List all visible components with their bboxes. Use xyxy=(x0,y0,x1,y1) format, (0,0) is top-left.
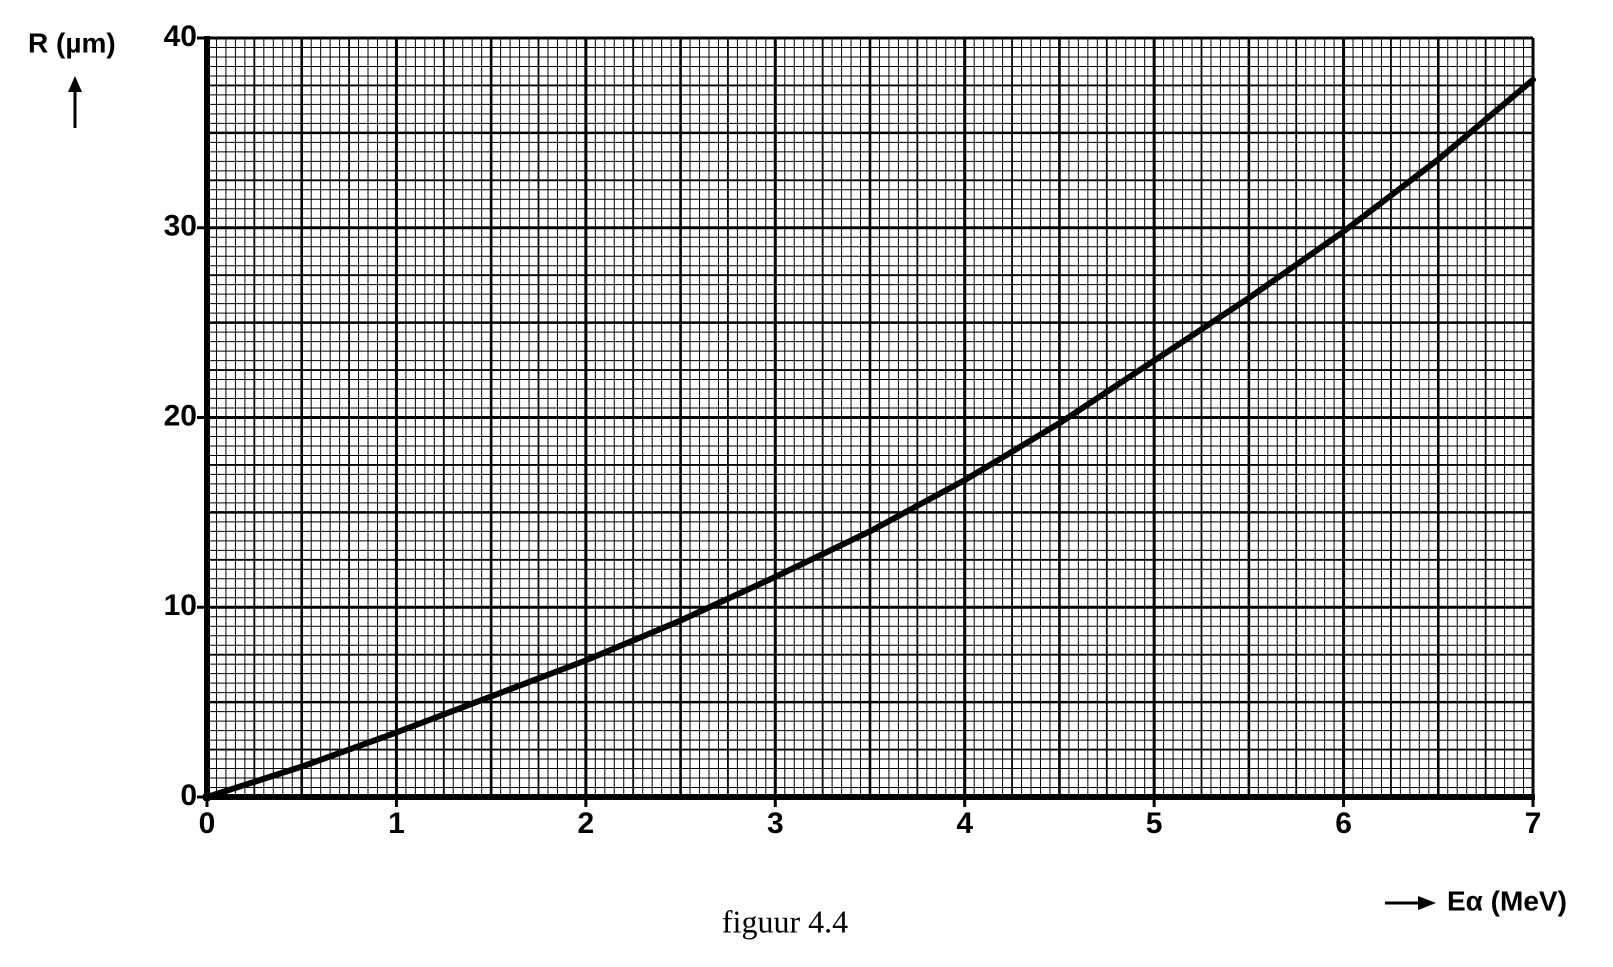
y-axis-label: R (µm) xyxy=(28,27,116,58)
grid xyxy=(197,36,1535,807)
y-axis-arrow xyxy=(68,76,82,128)
y-tick-label: 0 xyxy=(180,779,197,812)
y-tick-label: 10 xyxy=(164,589,197,622)
x-tick-label: 6 xyxy=(1335,807,1352,840)
x-tick-label: 2 xyxy=(578,807,595,840)
x-tick-label: 3 xyxy=(767,807,784,840)
x-tick-label: 0 xyxy=(199,807,216,840)
y-tick-label: 20 xyxy=(164,399,197,432)
caption: figuur 4.4 xyxy=(722,903,848,939)
plot xyxy=(204,76,1536,800)
x-axis-label: Eα (MeV) xyxy=(1447,885,1567,916)
y-tick-label: 30 xyxy=(164,210,197,243)
y-tick-label: 40 xyxy=(164,20,197,53)
data-line xyxy=(204,76,1536,800)
x-tick-label: 7 xyxy=(1525,807,1542,840)
x-tick-label: 5 xyxy=(1146,807,1163,840)
x-tick-label: 4 xyxy=(956,807,973,840)
x-tick-label: 1 xyxy=(388,807,405,840)
x-axis-arrow xyxy=(1385,896,1436,910)
